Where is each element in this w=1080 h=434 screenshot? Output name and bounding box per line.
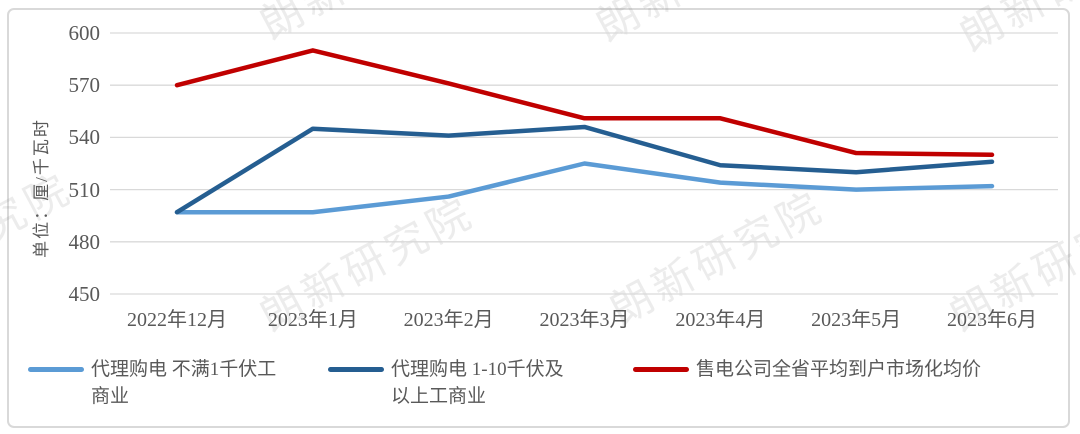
legend-label: 代理购电 1-10千伏及 以上工商业 [391, 359, 564, 407]
legend-swatch-line [328, 367, 384, 372]
legend-item: 代理购电 不满1千伏工 商业 [28, 356, 276, 410]
y-tick-label: 450 [68, 282, 101, 306]
x-tick-label: 2023年2月 [403, 309, 494, 331]
y-tick-label: 480 [68, 229, 101, 254]
x-tick-label: 2023年3月 [539, 309, 630, 331]
series-line [174, 124, 995, 215]
x-tick-label: 2023年6月 [947, 309, 1037, 331]
legend-swatch-line [633, 367, 689, 372]
legend-item: 售电公司全省平均到户市场化均价 [633, 356, 981, 383]
series-line [174, 161, 995, 215]
series-line [174, 48, 995, 158]
y-tick-label: 510 [68, 177, 101, 202]
x-tick-label: 2023年5月 [811, 309, 902, 331]
x-tick-label: 2022年12月 [127, 309, 227, 331]
x-tick-label: 2023年4月 [675, 309, 766, 331]
x-tick-label: 2023年1月 [267, 309, 358, 331]
panel-border [7, 8, 1070, 428]
y-tick-label: 600 [68, 21, 101, 45]
legend-label: 售电公司全省平均到户市场化均价 [696, 359, 982, 380]
legend-swatch-line [28, 367, 84, 372]
legend-label: 代理购电 不满1千伏工 商业 [91, 359, 277, 407]
y-tick-label: 570 [68, 73, 101, 98]
legend-item: 代理购电 1-10千伏及 以上工商业 [328, 356, 564, 410]
y-tick-label: 540 [68, 125, 101, 150]
